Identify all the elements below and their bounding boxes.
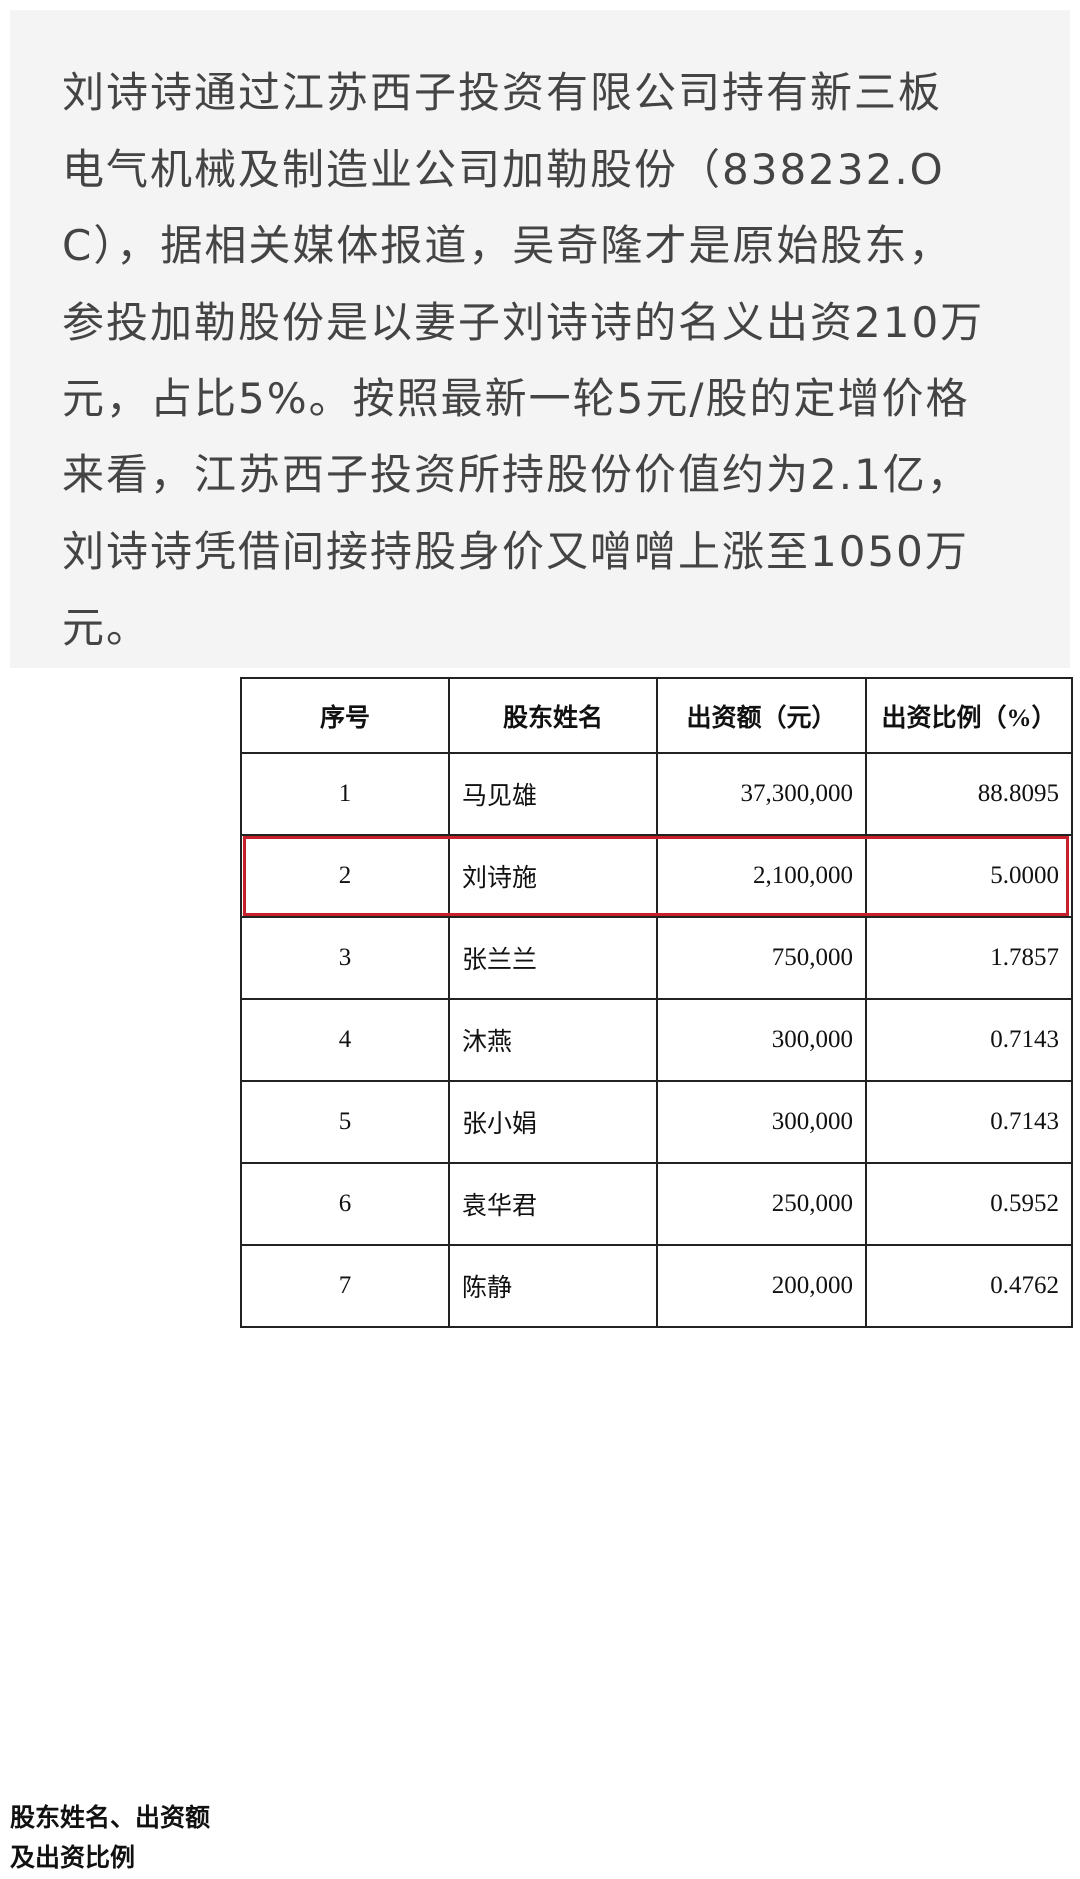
cell-ratio: 0.5952 [865, 1162, 1073, 1246]
cell-name: 陈静 [448, 1244, 658, 1328]
side-label: 股东姓名、出资额 及出资比例 [10, 1799, 240, 1879]
cell-amount: 300,000 [656, 998, 867, 1082]
cell-name: 张小娟 [448, 1080, 658, 1164]
paragraph-line: 元。 [62, 603, 151, 652]
table-row: 7 陈静 200,000 0.4762 [240, 1244, 1073, 1328]
paragraph-line: 刘诗诗凭借间接持股身价又噌噌上涨至1050万 [62, 527, 969, 576]
header-ratio: 出资比例（%） [865, 677, 1073, 754]
cell-index: 2 [240, 834, 450, 918]
cell-index: 1 [240, 752, 450, 836]
table-row: 4 沐燕 300,000 0.7143 [240, 998, 1073, 1082]
table-row: 2 刘诗施 2,100,000 5.0000 [240, 834, 1073, 918]
side-label-line: 股东姓名、出资额 [10, 1805, 211, 1832]
header-amount: 出资额（元） [656, 677, 867, 754]
cell-index: 7 [240, 1244, 450, 1328]
cell-name: 马见雄 [448, 752, 658, 836]
cell-index: 5 [240, 1080, 450, 1164]
cell-name: 沐燕 [448, 998, 658, 1082]
cell-amount: 2,100,000 [656, 834, 867, 918]
table-row: 1 马见雄 37,300,000 88.8095 [240, 752, 1073, 836]
cell-name: 张兰兰 [448, 916, 658, 1000]
header-index: 序号 [240, 677, 450, 754]
table-row: 5 张小娟 300,000 0.7143 [240, 1080, 1073, 1164]
paragraph-line: 刘诗诗通过江苏西子投资有限公司持有新三板 [62, 68, 943, 117]
cell-name: 袁华君 [448, 1162, 658, 1246]
cell-amount: 300,000 [656, 1080, 867, 1164]
cell-index: 4 [240, 998, 450, 1082]
paragraph-line: 来看，江苏西子投资所持股份价值约为2.1亿， [62, 450, 971, 499]
table-header-row: 序号 股东姓名 出资额（元） 出资比例（%） [240, 677, 1073, 754]
cell-name: 刘诗施 [448, 834, 658, 918]
cell-amount: 37,300,000 [656, 752, 867, 836]
table-row: 6 袁华君 250,000 0.5952 [240, 1162, 1073, 1246]
paragraph-line: 元，占比5%。按照最新一轮5元/股的定增价格 [62, 374, 970, 423]
cell-index: 3 [240, 916, 450, 1000]
article-paragraph: 刘诗诗通过江苏西子投资有限公司持有新三板 电气机械及制造业公司加勒股份（8382… [10, 10, 1070, 668]
cell-amount: 200,000 [656, 1244, 867, 1328]
cell-ratio: 1.7857 [865, 916, 1073, 1000]
cell-amount: 750,000 [656, 916, 867, 1000]
cell-index: 6 [240, 1162, 450, 1246]
paragraph-line: C），据相关媒体报道，吴奇隆才是原始股东， [62, 221, 953, 270]
cell-ratio: 5.0000 [865, 834, 1073, 918]
side-label-line: 及出资比例 [10, 1845, 136, 1872]
cell-ratio: 0.7143 [865, 1080, 1073, 1164]
cell-amount: 250,000 [656, 1162, 867, 1246]
cell-ratio: 88.8095 [865, 752, 1073, 836]
cell-ratio: 0.4762 [865, 1244, 1073, 1328]
shareholder-table: 序号 股东姓名 出资额（元） 出资比例（%） 1 马见雄 37,300,000 88.… [240, 677, 1073, 1328]
cell-ratio: 0.7143 [865, 998, 1073, 1082]
paragraph-line: 参投加勒股份是以妻子刘诗诗的名义出资210万 [62, 298, 985, 347]
paragraph-line: 电气机械及制造业公司加勒股份（838232.O [62, 145, 945, 194]
table-row: 3 张兰兰 750,000 1.7857 [240, 916, 1073, 1000]
header-name: 股东姓名 [448, 677, 658, 754]
